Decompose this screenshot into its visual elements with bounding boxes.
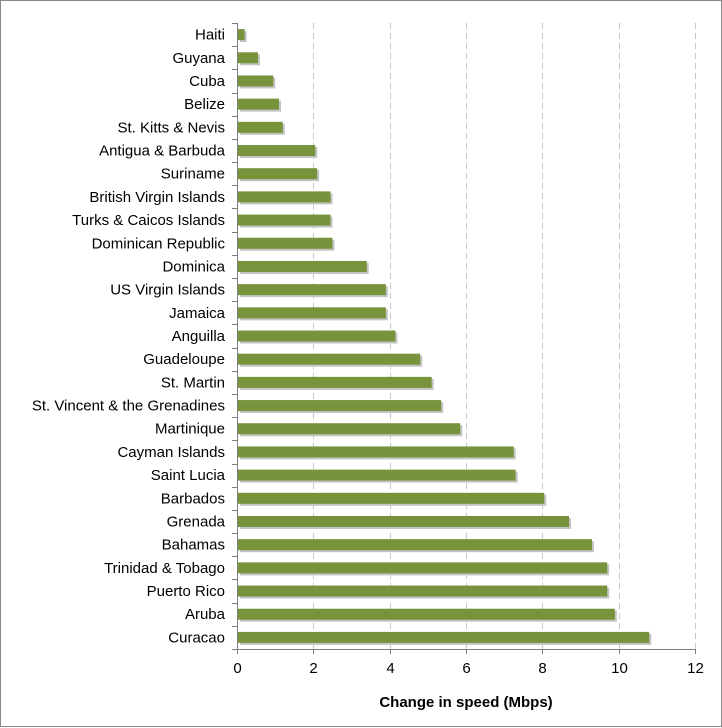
bar-grenada — [238, 515, 570, 527]
category-label-1: Guyana — [172, 50, 225, 67]
x-tick-label-6: 6 — [462, 660, 470, 677]
category-label-14: Guadeloupe — [143, 351, 225, 368]
category-label-18: Cayman Islands — [117, 444, 225, 461]
x-tick-label-4: 4 — [386, 660, 394, 677]
bar-suriname — [238, 168, 318, 180]
bar-st-kitts-nevis — [238, 121, 283, 133]
bar-british-virgin-islands — [238, 191, 331, 203]
bar-trinidad-tobago — [238, 562, 608, 574]
category-label-19: Saint Lucia — [151, 467, 226, 484]
x-tick-label-0: 0 — [233, 660, 241, 677]
category-label-5: Antigua & Barbuda — [99, 143, 226, 160]
bar-antigua-barbuda — [238, 145, 316, 157]
x-tick-label-10: 10 — [611, 660, 628, 677]
category-label-0: Haiti — [195, 27, 225, 44]
category-label-4: St. Kitts & Nevis — [117, 119, 225, 136]
bar-cayman-islands — [238, 446, 514, 458]
category-label-23: Trinidad & Tobago — [104, 560, 225, 577]
x-tick-labels: 0 2 4 6 8 10 12 — [233, 660, 704, 677]
bar-martinique — [238, 423, 461, 435]
axes — [232, 23, 696, 654]
category-label-21: Grenada — [167, 513, 226, 530]
bar-dominica — [238, 260, 367, 272]
bar-st-vincent-the-grenadines — [238, 400, 442, 412]
category-label-10: Dominica — [162, 258, 225, 275]
category-label-2: Cuba — [189, 73, 226, 90]
bars — [238, 29, 652, 645]
category-label-17: Martinique — [155, 421, 225, 438]
category-label-24: Puerto Rico — [147, 583, 225, 600]
bar-bahamas — [238, 539, 592, 551]
category-label-11: US Virgin Islands — [110, 282, 225, 299]
x-tick-label-12: 12 — [687, 660, 704, 677]
bar-guadeloupe — [238, 353, 421, 365]
bar-st-martin — [238, 376, 432, 388]
category-label-20: Barbados — [161, 490, 225, 507]
category-label-15: St. Martin — [161, 374, 225, 391]
category-label-7: British Virgin Islands — [89, 189, 225, 206]
category-label-16: St. Vincent & the Grenadines — [32, 398, 225, 415]
bar-saint-lucia — [238, 469, 516, 481]
bar-us-virgin-islands — [238, 284, 386, 296]
bar-turks-caicos-islands — [238, 214, 331, 226]
bar-curacao — [238, 631, 650, 643]
bar-aruba — [238, 608, 615, 620]
category-label-26: Curacao — [168, 629, 225, 646]
category-labels: Haiti Guyana Cuba Belize St. Kitts & Nevis An… — [32, 27, 226, 647]
category-label-3: Belize — [184, 96, 225, 113]
category-label-12: Jamaica — [169, 305, 226, 322]
bar-guyana — [238, 52, 258, 64]
bar-haiti — [238, 29, 245, 41]
x-axis-title: Change in speed (Mbps) — [379, 694, 552, 711]
x-tick-label-8: 8 — [538, 660, 546, 677]
category-label-25: Aruba — [185, 606, 226, 623]
bar-barbados — [238, 492, 545, 504]
category-label-8: Turks & Caicos Islands — [72, 212, 225, 229]
category-label-13: Anguilla — [172, 328, 226, 345]
bar-dominican-republic — [238, 237, 333, 249]
category-label-9: Dominican Republic — [92, 235, 226, 252]
bar-jamaica — [238, 307, 386, 319]
bar-anguilla — [238, 330, 396, 342]
bar-belize — [238, 98, 279, 110]
bar-puerto-rico — [238, 585, 608, 597]
x-tick-label-2: 2 — [309, 660, 317, 677]
category-label-6: Suriname — [161, 166, 225, 183]
bar-cuba — [238, 75, 274, 87]
category-label-22: Bahamas — [162, 537, 225, 554]
